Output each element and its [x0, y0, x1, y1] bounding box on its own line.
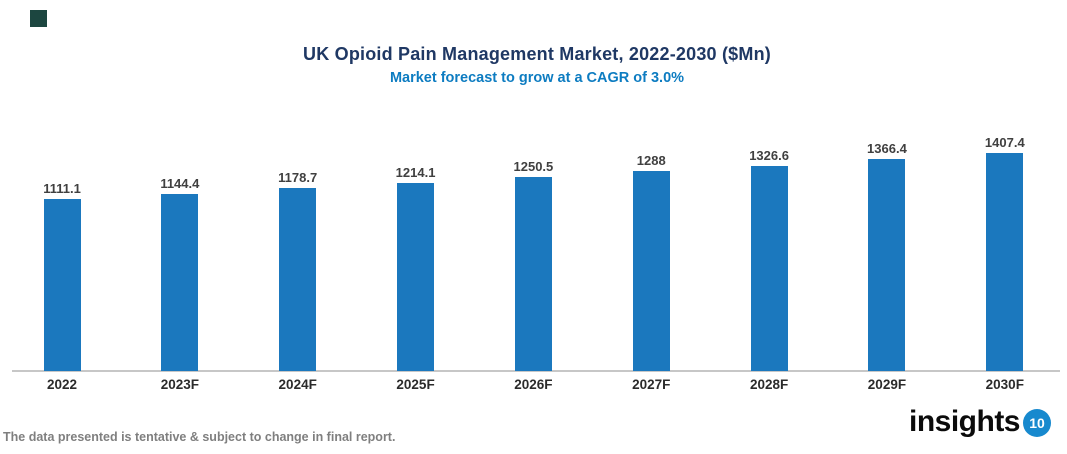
footer-disclaimer: The data presented is tentative & subjec…	[3, 430, 396, 444]
corner-square-decoration	[30, 10, 47, 27]
bar	[632, 171, 670, 371]
x-axis-label: 2024F	[278, 377, 317, 392]
bar-value-label: 1366.4	[867, 141, 907, 156]
x-axis-label: 2022	[46, 377, 78, 392]
bar	[279, 188, 317, 371]
bar-value-label: 1178.7	[278, 170, 318, 185]
bar	[397, 183, 435, 371]
chart-title: UK Opioid Pain Management Market, 2022-2…	[303, 44, 771, 64]
bar-value-label: 1214.1	[395, 165, 436, 180]
bar	[868, 159, 906, 371]
bar-value-label: 1144.4	[160, 176, 200, 191]
bar-value-label: 1288	[636, 153, 666, 168]
bar	[514, 177, 552, 371]
bar	[986, 153, 1024, 371]
x-axis-label: 2027F	[632, 377, 671, 392]
bar-value-label: 1326.6	[749, 148, 789, 163]
x-axis-label: 2030F	[985, 377, 1024, 392]
x-axis-label: 2026F	[514, 377, 553, 392]
x-axis-label: 2029F	[867, 377, 907, 392]
logo-text: insights	[908, 404, 1021, 438]
x-axis-label: 2025F	[396, 377, 435, 392]
bar	[161, 194, 199, 371]
bar	[43, 199, 81, 371]
bar-value-label: 1111.1	[43, 181, 81, 196]
insights10-logo: insights 10	[909, 406, 1051, 437]
bar-value-label: 1407.4	[984, 135, 1025, 150]
bar	[750, 166, 788, 371]
x-axis-label: 2023F	[160, 377, 199, 392]
chart-subtitle: Market forecast to grow at a CAGR of 3.0…	[389, 70, 685, 86]
x-axis-line	[12, 370, 1060, 372]
logo-badge-circle: 10	[1023, 409, 1051, 437]
bar-value-label: 1250.5	[513, 159, 554, 174]
x-axis-label: 2028F	[749, 377, 789, 392]
